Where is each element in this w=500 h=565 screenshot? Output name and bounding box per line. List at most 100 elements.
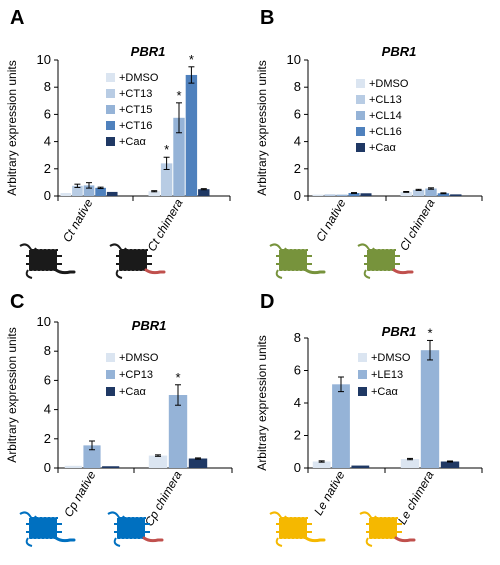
y-tick-label: 8 (294, 79, 301, 94)
y-tick-label: 6 (294, 363, 301, 378)
y-tick-label: 2 (44, 161, 51, 176)
y-axis-label: Arbitrary expression units (5, 60, 19, 195)
y-tick-label: 8 (44, 343, 51, 358)
legend-swatch (356, 111, 365, 120)
panel-label: C (10, 291, 24, 313)
y-tick-label: 2 (294, 428, 301, 443)
y-tick-label: 4 (294, 395, 301, 410)
bar (102, 466, 120, 468)
y-tick-label: 8 (44, 79, 51, 94)
legend-swatch (358, 387, 367, 396)
bar (351, 465, 370, 468)
bar (348, 193, 360, 196)
panel-B: B PBR1 Arbitrary expression units 0 2 4 6 8 10 +D… (255, 7, 483, 279)
y-tick-label: 6 (294, 106, 301, 121)
legend-swatch (106, 121, 115, 130)
significance-marker: * (175, 370, 180, 385)
legend-entry: +CT16 (119, 120, 152, 132)
bar (188, 458, 208, 468)
legend-swatch (356, 95, 365, 104)
category-label: Cp chimera (142, 468, 185, 528)
category-suffix: native (66, 196, 96, 234)
panel-label: D (260, 291, 274, 313)
legend-swatch (106, 73, 115, 82)
category-label: Ct native (60, 196, 96, 244)
y-axis-label: Arbitrary expression units (255, 335, 269, 470)
legend-entry: +CL16 (369, 126, 402, 138)
legend-swatch (106, 137, 115, 146)
legend-entry: +CT13 (119, 88, 152, 100)
category-prefix: Le (311, 499, 330, 518)
bar (332, 384, 350, 468)
native-receptor-icon (269, 243, 326, 279)
bar (160, 163, 173, 196)
legend-swatch (356, 127, 365, 136)
bar (400, 459, 420, 468)
significance-marker: * (189, 52, 194, 67)
bar (425, 188, 437, 196)
category-suffix: chimera (402, 196, 437, 243)
y-tick-label: 4 (294, 134, 301, 149)
bar (437, 193, 450, 196)
bar (198, 189, 210, 196)
y-tick-label: 2 (44, 431, 51, 446)
native-receptor-icon (19, 511, 76, 547)
category-suffix: chimera (150, 196, 185, 243)
y-tick-label: 0 (44, 188, 51, 203)
legend-entry: +DMSO (119, 352, 159, 364)
panel-label: A (10, 7, 24, 29)
category-suffix: native (319, 196, 349, 234)
legend-swatch (358, 353, 367, 362)
bar (148, 455, 168, 468)
significance-marker: * (427, 325, 432, 340)
y-tick-label: 0 (44, 460, 51, 475)
y-tick-label: 6 (44, 106, 51, 121)
legend-swatch (356, 143, 365, 152)
y-tick-label: 10 (37, 52, 51, 67)
native-receptor-icon (19, 243, 76, 279)
bar (148, 191, 160, 196)
bar (83, 445, 101, 468)
y-tick-label: 0 (294, 460, 301, 475)
legend-entry: +CP13 (119, 369, 153, 381)
panel-C: C PBR1 Arbitrary expression units 0 2 4 6 8 10 * +… (5, 291, 233, 547)
bar (450, 194, 462, 196)
legend-entry: +LE13 (371, 369, 403, 381)
bar (72, 185, 83, 196)
significance-marker: * (176, 88, 181, 103)
legend-entry: +Caα (371, 386, 398, 398)
y-tick-label: 10 (287, 52, 301, 67)
bar (440, 461, 460, 468)
legend-swatch (106, 353, 115, 362)
panel-label: B (260, 7, 274, 29)
category-suffix: native (69, 468, 99, 506)
bar (95, 187, 106, 196)
bar (412, 189, 425, 196)
y-tick-label: 8 (294, 330, 301, 345)
legend-swatch (358, 370, 367, 379)
legend-swatch (106, 89, 115, 98)
bar (64, 465, 82, 468)
y-tick-label: 2 (294, 161, 301, 176)
category-label: Le chimera (395, 468, 437, 527)
category-prefix: Cp (61, 499, 81, 520)
category-suffix: chimera (149, 468, 184, 515)
bar (400, 191, 412, 196)
panel-A: A PBR1 Arbitrary expression units 0 2 4 6 8 10 * *… (5, 7, 231, 279)
category-label: Cp native (61, 468, 99, 519)
legend-entry: +Caα (369, 142, 396, 154)
legend-swatch (106, 105, 115, 114)
chart-title: PBR1 (382, 324, 417, 339)
y-tick-label: 10 (37, 314, 51, 329)
legend-entry: +Caα (119, 386, 146, 398)
y-tick-label: 6 (44, 372, 51, 387)
legend-entry: +DMSO (119, 72, 159, 84)
bar (83, 185, 95, 196)
legend-entry: +DMSO (369, 78, 409, 90)
legend-entry: +CL13 (369, 94, 402, 106)
legend-entry: +DMSO (371, 352, 411, 364)
legend-swatch (106, 387, 115, 396)
bar (336, 194, 348, 196)
legend-entry: +CT15 (119, 104, 152, 116)
